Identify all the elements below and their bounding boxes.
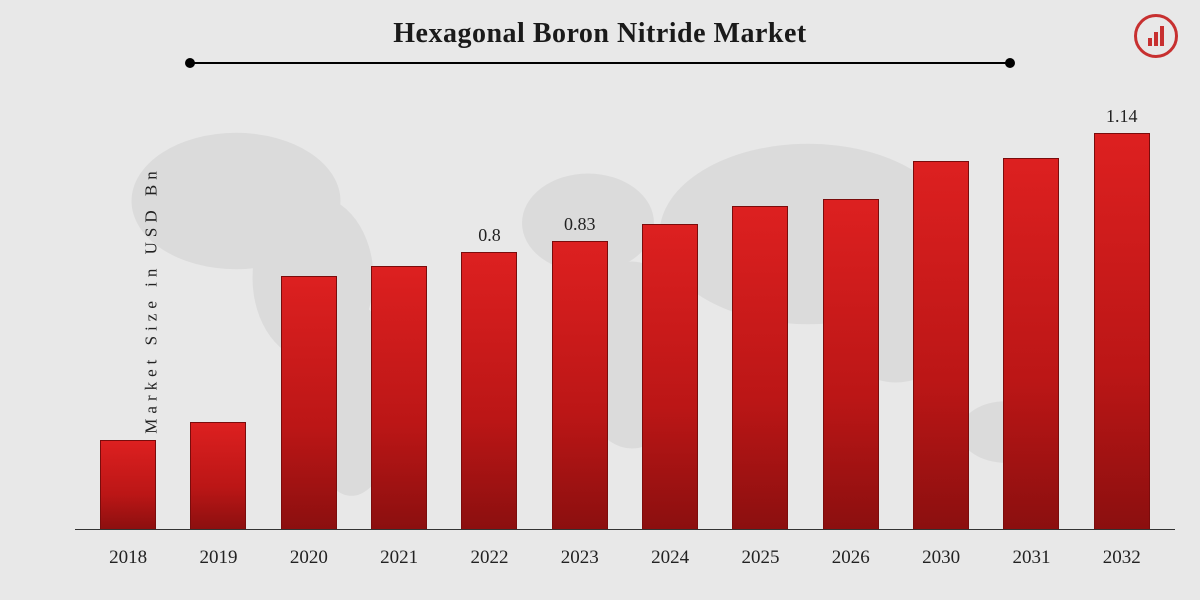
x-axis-line <box>75 529 1175 531</box>
bar-value-label: 0.8 <box>478 225 501 246</box>
x-tick-label: 2032 <box>1077 535 1167 580</box>
bar-wrap <box>715 95 805 530</box>
bar <box>281 276 337 530</box>
x-tick-label: 2031 <box>986 535 1076 580</box>
bar <box>823 199 879 530</box>
title-rule <box>190 62 1010 64</box>
bars-container: 0.8 0.83 1.14 <box>75 95 1175 530</box>
x-tick-label: 2026 <box>806 535 896 580</box>
x-tick-label: 2020 <box>264 535 354 580</box>
bar <box>371 266 427 530</box>
bar-wrap <box>806 95 896 530</box>
bar-value-label: 0.83 <box>564 214 596 235</box>
bar-wrap <box>625 95 715 530</box>
x-tick-label: 2019 <box>173 535 263 580</box>
bar <box>1003 158 1059 530</box>
x-tick-label: 2024 <box>625 535 715 580</box>
chart-header: Hexagonal Boron Nitride Market <box>0 0 1200 64</box>
bar-wrap <box>83 95 173 530</box>
brand-logo <box>1134 14 1178 58</box>
bar <box>732 206 788 530</box>
plot-region: 0.8 0.83 1.14 <box>75 95 1175 530</box>
x-tick-label: 2025 <box>715 535 805 580</box>
bar <box>913 161 969 530</box>
bar-wrap <box>264 95 354 530</box>
bar <box>461 252 517 530</box>
bar <box>100 440 156 530</box>
bar <box>642 224 698 530</box>
x-tick-label: 2023 <box>535 535 625 580</box>
bar-wrap <box>896 95 986 530</box>
bar-wrap <box>986 95 1076 530</box>
bar <box>552 241 608 530</box>
bar-value-label: 1.14 <box>1106 106 1138 127</box>
x-tick-label: 2022 <box>444 535 534 580</box>
x-tick-label: 2021 <box>354 535 444 580</box>
bar-wrap <box>173 95 263 530</box>
x-tick-label: 2018 <box>83 535 173 580</box>
chart-area: 0.8 0.83 1.14 2018201920202021202220232024… <box>75 95 1175 580</box>
x-labels-container: 2018201920202021202220232024202520262030… <box>75 535 1175 580</box>
bar-wrap: 0.83 <box>535 95 625 530</box>
bar <box>1094 133 1150 530</box>
chart-title: Hexagonal Boron Nitride Market <box>0 18 1200 50</box>
bar-wrap <box>354 95 444 530</box>
bar-wrap: 1.14 <box>1077 95 1167 530</box>
x-tick-label: 2030 <box>896 535 986 580</box>
bar <box>190 422 246 530</box>
bar-wrap: 0.8 <box>444 95 534 530</box>
